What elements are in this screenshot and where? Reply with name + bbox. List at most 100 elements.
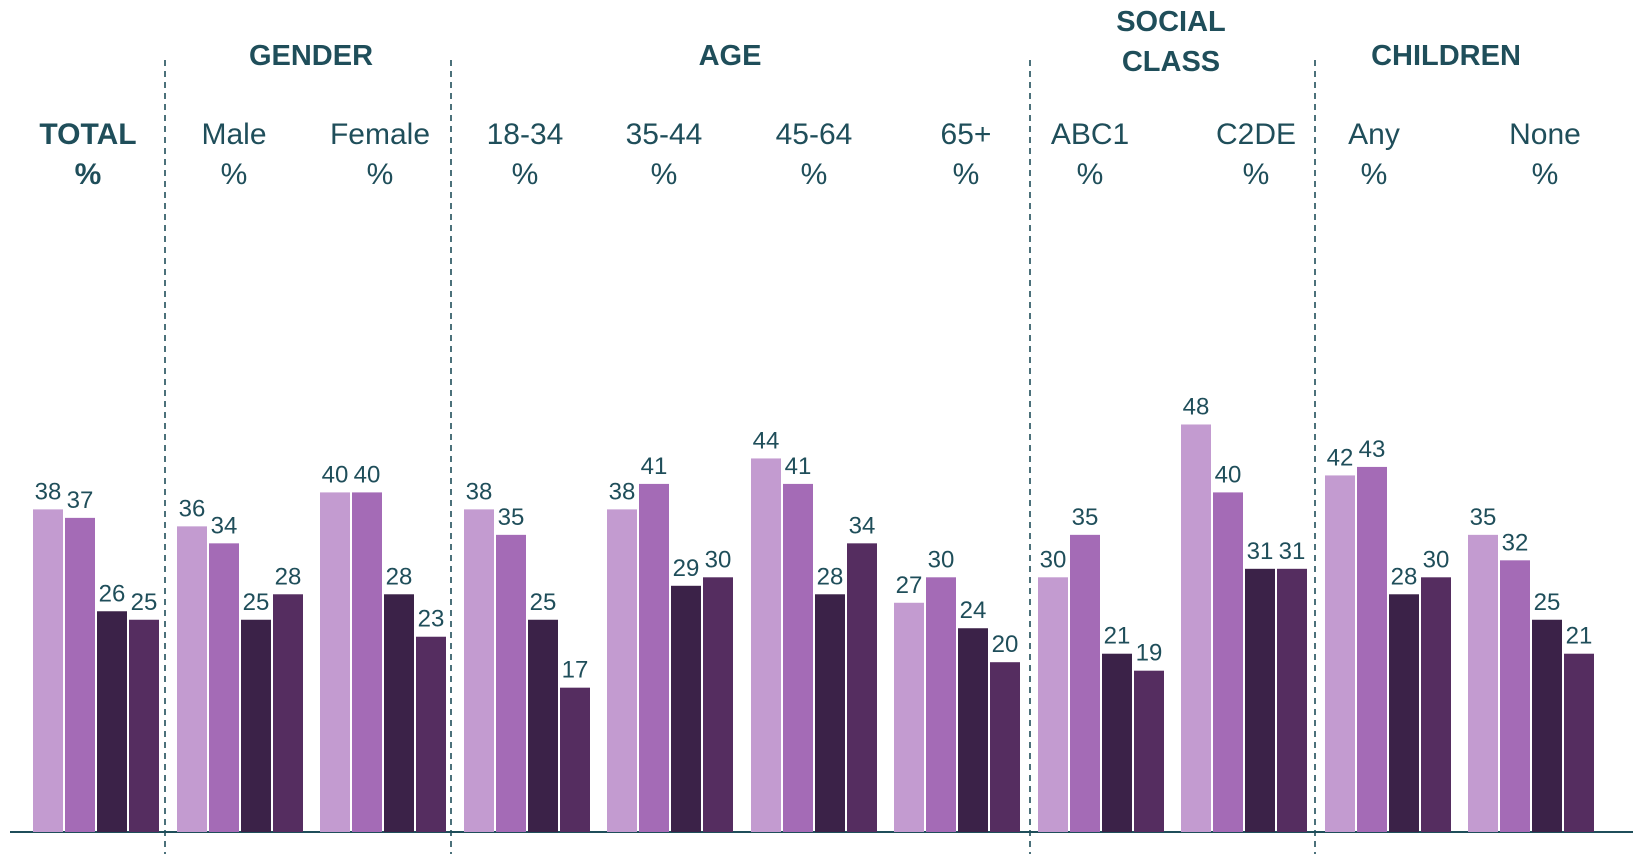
value-label-col6-series2: 41 [785, 453, 812, 480]
bar-col6-series3 [815, 594, 845, 832]
value-label-col4-series4: 17 [562, 657, 589, 684]
value-label-col4-series2: 35 [498, 504, 525, 531]
bar-col5-series4 [703, 577, 733, 832]
bar-col8-series3 [1102, 653, 1132, 832]
column-label-18-34: 18-34% [487, 118, 564, 191]
bar-col1-series2 [65, 517, 95, 832]
group-title-children: CHILDREN [1371, 40, 1521, 72]
value-label-col1-series2: 37 [67, 487, 94, 514]
bar-col2-series4 [273, 594, 303, 832]
group-title-gender: GENDER [249, 40, 373, 72]
value-label-col1-series3: 26 [99, 580, 126, 607]
bar-col1-series4 [129, 619, 159, 832]
bar-col3-series1 [320, 492, 350, 832]
value-label-col3-series2: 40 [354, 461, 381, 488]
value-label-col7-series1: 27 [896, 572, 923, 599]
bar-col10-series3 [1389, 594, 1419, 832]
value-label-col10-series1: 42 [1327, 444, 1354, 471]
bar-col8-series4 [1134, 670, 1164, 832]
group-title-social-class: SOCIAL CLASS [1116, 6, 1226, 78]
bar-col11-series1 [1468, 534, 1498, 832]
bar-col11-series3 [1532, 619, 1562, 832]
value-label-col11-series4: 21 [1566, 623, 1593, 650]
group-title-age: AGE [699, 40, 762, 72]
value-label-col8-series2: 35 [1072, 504, 1099, 531]
column-label-none: None% [1509, 118, 1581, 191]
value-label-col3-series3: 28 [386, 563, 413, 590]
bar-col8-series2 [1070, 534, 1100, 832]
column-label-any: Any% [1348, 118, 1400, 191]
bar-col4-series1 [464, 509, 494, 832]
bar-col7-series1 [894, 602, 924, 832]
value-label-col10-series4: 30 [1423, 546, 1450, 573]
value-label-col3-series1: 40 [322, 461, 349, 488]
bar-col1-series3 [97, 611, 127, 832]
bar-col9-series2 [1213, 492, 1243, 832]
value-label-col10-series3: 28 [1391, 563, 1418, 590]
bar-col2-series3 [241, 619, 271, 832]
value-label-col7-series4: 20 [992, 631, 1019, 658]
column-label-female: Female% [330, 118, 430, 191]
value-label-col11-series3: 25 [1534, 589, 1561, 616]
bar-col3-series2 [352, 492, 382, 832]
value-label-col1-series1: 38 [35, 478, 62, 505]
bar-col10-series2 [1357, 466, 1387, 832]
column-label-35-44: 35-44% [626, 118, 703, 191]
bar-col8-series1 [1038, 577, 1068, 832]
value-label-col7-series2: 30 [928, 546, 955, 573]
bar-col11-series2 [1500, 560, 1530, 832]
value-label-col9-series3: 31 [1247, 538, 1274, 565]
bar-col5-series3 [671, 585, 701, 832]
bar-col1-series1 [33, 509, 63, 832]
value-label-col9-series2: 40 [1215, 461, 1242, 488]
value-label-col5-series4: 30 [705, 546, 732, 573]
column-label-male: Male% [201, 118, 266, 191]
value-label-col6-series3: 28 [817, 563, 844, 590]
column-label-abc1: ABC1% [1051, 118, 1129, 191]
bar-col6-series4 [847, 543, 877, 832]
bar-col4-series2 [496, 534, 526, 832]
bar-col11-series4 [1564, 653, 1594, 832]
value-label-col6-series4: 34 [849, 512, 876, 539]
value-label-col11-series2: 32 [1502, 529, 1529, 556]
column-label-45-64: 45-64% [776, 118, 853, 191]
bar-col5-series1 [607, 509, 637, 832]
bar-col9-series3 [1245, 568, 1275, 832]
bar-col10-series4 [1421, 577, 1451, 832]
value-label-col2-series1: 36 [179, 495, 206, 522]
value-label-col4-series1: 38 [466, 478, 493, 505]
bar-col2-series1 [177, 526, 207, 832]
value-label-col2-series4: 28 [275, 563, 302, 590]
bar-col6-series2 [783, 483, 813, 832]
value-label-col5-series3: 29 [673, 555, 700, 582]
bar-col9-series1 [1181, 424, 1211, 832]
value-label-col11-series1: 35 [1470, 504, 1497, 531]
value-label-col8-series4: 19 [1136, 640, 1163, 667]
bar-col9-series4 [1277, 568, 1307, 832]
value-label-col1-series4: 25 [131, 589, 158, 616]
value-label-col8-series3: 21 [1104, 623, 1131, 650]
bar-col4-series4 [560, 687, 590, 832]
value-label-col2-series2: 34 [211, 512, 238, 539]
bar-col7-series4 [990, 662, 1020, 832]
bar-col10-series1 [1325, 475, 1355, 832]
bar-col3-series4 [416, 636, 446, 832]
value-label-col2-series3: 25 [243, 589, 270, 616]
bar-col4-series3 [528, 619, 558, 832]
value-label-col6-series1: 44 [753, 427, 780, 454]
value-label-col5-series2: 41 [641, 453, 668, 480]
value-label-col10-series2: 43 [1359, 436, 1386, 463]
column-label-c2de: C2DE% [1216, 118, 1296, 191]
bar-col2-series2 [209, 543, 239, 832]
column-label-total: TOTAL% [39, 118, 136, 191]
bar-col7-series3 [958, 628, 988, 832]
value-label-col5-series1: 38 [609, 478, 636, 505]
bar-col3-series3 [384, 594, 414, 832]
column-label-65-: 65+% [941, 118, 992, 191]
bar-col5-series2 [639, 483, 669, 832]
bar-col7-series2 [926, 577, 956, 832]
value-label-col9-series1: 48 [1183, 393, 1210, 420]
value-label-col4-series3: 25 [530, 589, 557, 616]
value-label-col3-series4: 23 [418, 606, 445, 633]
